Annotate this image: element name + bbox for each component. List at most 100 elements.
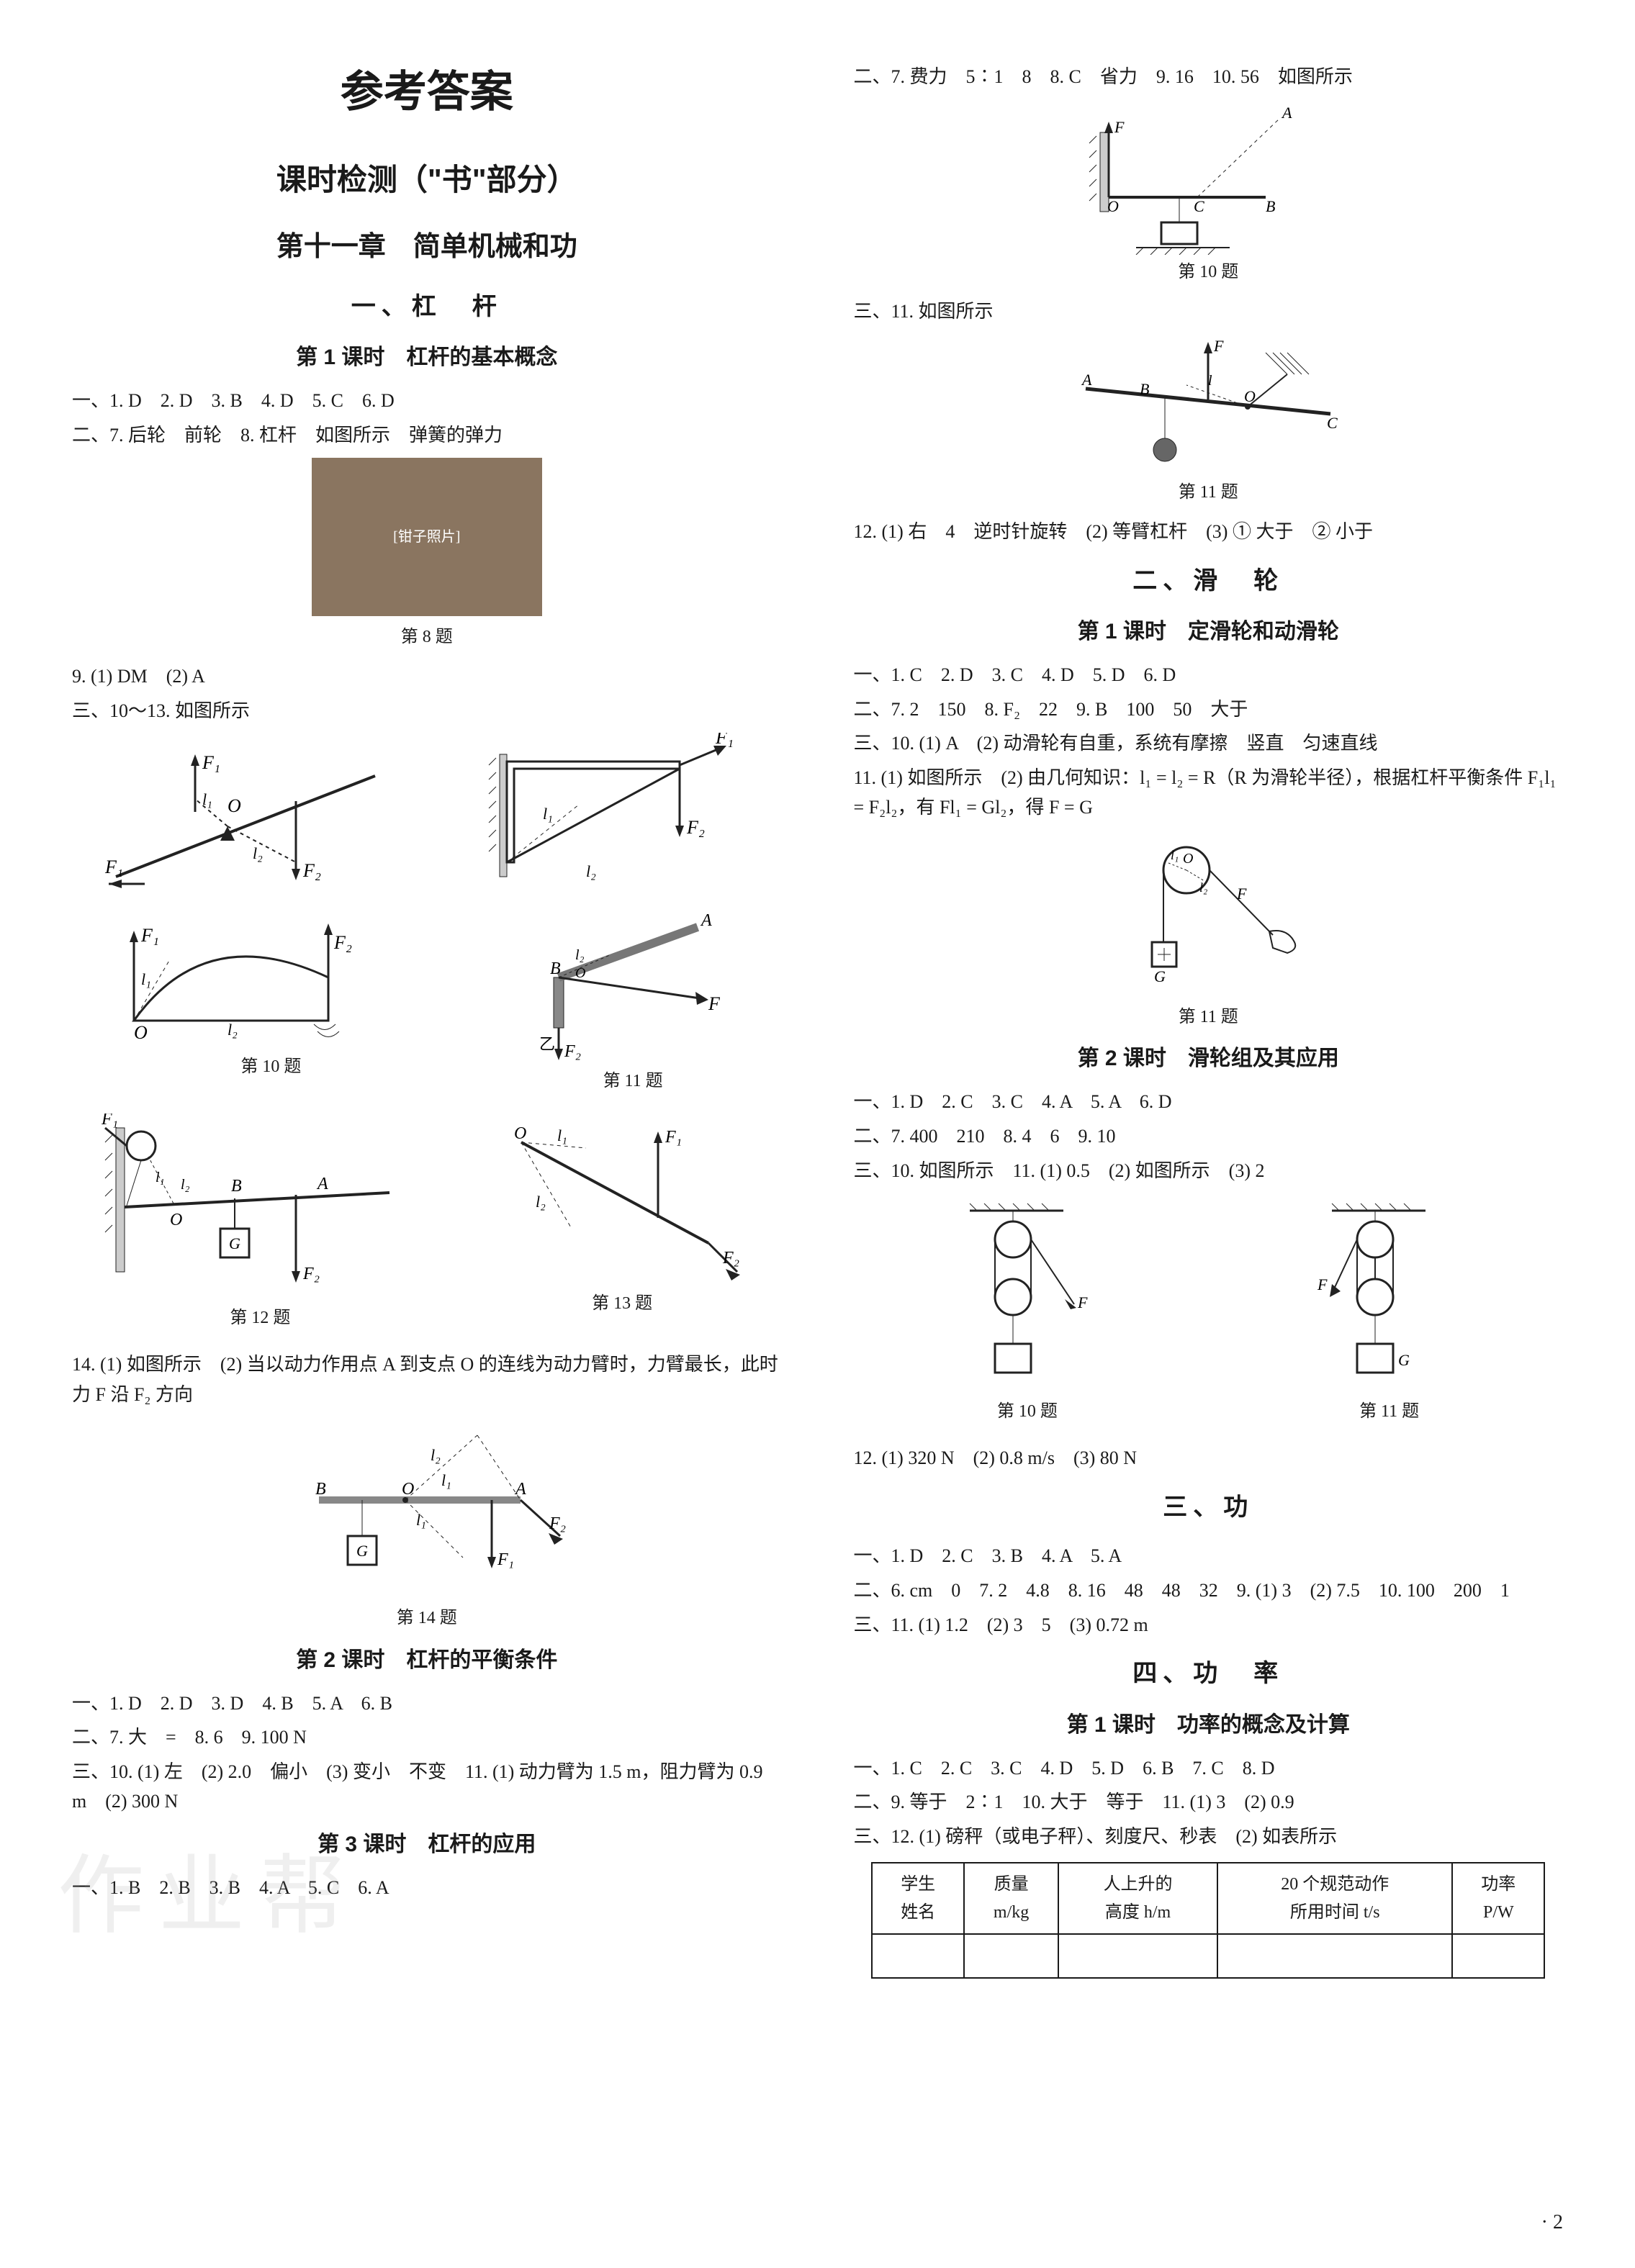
svg-text:l₁: l₁ — [1171, 848, 1179, 862]
svg-text:O: O — [1107, 197, 1119, 215]
answer-line: 一、1. C 2. D 3. C 4. D 5. D 6. D — [854, 660, 1564, 690]
svg-text:C: C — [1194, 197, 1204, 215]
figure-10-caption: 第 10 题 — [112, 1053, 429, 1080]
answer-line: 一、1. D 2. C 3. B 4. A 5. A — [854, 1541, 1564, 1571]
lesson-2-title: 第 2 课时 杠杆的平衡条件 — [72, 1643, 782, 1678]
lesson-1-title: 第 1 课时 杠杆的基本概念 — [72, 340, 782, 375]
svg-text:l₂: l₂ — [181, 1177, 190, 1193]
svg-text:B: B — [550, 959, 561, 978]
svg-text:l₂: l₂ — [536, 1193, 546, 1211]
topic-4-title: 四、功 率 — [854, 1654, 1564, 1693]
svg-text:O: O — [228, 795, 241, 816]
svg-text:F₁: F₁ — [140, 925, 159, 946]
svg-text:B: B — [231, 1177, 242, 1196]
figure-11d-caption: 第 11 题 — [1303, 1398, 1476, 1425]
svg-text:F₁: F₁ — [102, 1113, 118, 1129]
svg-text:F₂: F₂ — [302, 860, 321, 881]
svg-text:A: A — [316, 1175, 328, 1193]
svg-text:l₂: l₂ — [575, 947, 585, 963]
figure-8-photo: [钳子照片] — [312, 458, 542, 616]
answer-line: 一、1. D 2. D 3. D 4. B 5. A 6. B — [72, 1689, 782, 1719]
answer-line: 一、1. D 2. C 3. C 4. A 5. A 6. D — [854, 1087, 1564, 1117]
svg-text:O: O — [134, 1022, 148, 1043]
svg-text:l₂: l₂ — [431, 1446, 441, 1464]
svg-text:A: A — [1081, 371, 1092, 389]
svg-text:F₂: F₂ — [722, 1249, 739, 1268]
answer-line: 三、12. (1) 磅秤（或电子秤）、刻度尺、秒表 (2) 如表所示 — [854, 1822, 1564, 1852]
table-header: 人上升的高度 h/m — [1058, 1863, 1217, 1934]
svg-text:l₂: l₂ — [586, 862, 596, 880]
topic-1-title: 一、杠 杆 — [72, 287, 782, 326]
figure-14-caption: 第 14 题 — [72, 1604, 782, 1632]
answer-line: 三、11. 如图所示 — [854, 297, 1564, 327]
figure-12-caption: 第 12 题 — [102, 1304, 418, 1332]
svg-text:l₂: l₂ — [228, 1021, 238, 1039]
svg-text:F: F — [1236, 885, 1247, 903]
lesson-2b-title: 第 2 课时 滑轮组及其应用 — [854, 1042, 1564, 1076]
svg-text:A: A — [514, 1480, 526, 1499]
lesson-1d-title: 第 1 课时 功率的概念及计算 — [854, 1708, 1564, 1743]
power-table: 学生姓名 质量m/kg 人上升的高度 h/m 20 个规范动作所用时间 t/s … — [871, 1862, 1545, 1978]
svg-text:B: B — [1266, 197, 1275, 215]
answer-line: 二、6. cm 0 7. 2 4.8 8. 16 48 48 32 9. (1)… — [854, 1576, 1564, 1606]
lesson-1b-title: 第 1 课时 定滑轮和动滑轮 — [854, 615, 1564, 649]
svg-text:F: F — [1077, 1293, 1088, 1311]
left-column: 参考答案 课时检测（"书"部分） 第十一章 简单机械和功 一、杠 杆 第 1 课… — [72, 58, 803, 1989]
answer-line: 一、1. C 2. C 3. C 4. D 5. D 6. B 7. C 8. … — [854, 1753, 1564, 1784]
table-header: 学生姓名 — [872, 1863, 964, 1934]
svg-text:F₂: F₂ — [333, 932, 352, 953]
answer-line: 三、10～13. 如图所示 — [72, 696, 782, 726]
svg-text:F₁: F₁ — [104, 857, 123, 877]
lever-diagram: O F₁ F₂ l₁ l₂ 第 10 题 — [112, 905, 429, 1106]
figure-11b-caption: 第 11 题 — [854, 479, 1564, 506]
svg-text:F: F — [1114, 118, 1125, 136]
answer-line: 三、10. 如图所示 11. (1) 0.5 (2) 如图所示 (3) 2 — [854, 1156, 1564, 1186]
diagram-row: O A B G F₂ F₁ l₁ l₂ 第 12 题 — [72, 1113, 782, 1342]
svg-text:F₂: F₂ — [686, 817, 705, 838]
lever-diagram: O F₁ F₂ l₂ l₁ 第 13 题 — [492, 1113, 752, 1342]
lever-diagram: O A B G F₂ F₁ l₁ l₂ 第 12 题 — [102, 1113, 418, 1342]
svg-text:l₂: l₂ — [1199, 880, 1207, 895]
svg-text:F₂: F₂ — [549, 1514, 566, 1533]
lever-diagram: F A B l₂ O F₂ 乙 第 11 题 — [525, 905, 741, 1106]
svg-text:F: F — [708, 993, 721, 1014]
pulley-group-diagram: F G 第 11 题 — [1303, 1193, 1476, 1436]
answer-line: 三、11. (1) 1.2 (2) 3 5 (3) 0.72 m — [854, 1610, 1564, 1640]
answer-line: 二、9. 等于 2∶1 10. 大于 等于 11. (1) 3 (2) 0.9 — [854, 1787, 1564, 1817]
answer-line: 二、7. 2 150 8. F₂ 22 9. B 100 50 大于 — [854, 695, 1564, 725]
lever-diagram-wall: O C B A F 第 10 题 — [854, 96, 1564, 286]
answer-line: 三、10. (1) A (2) 动滑轮有自重，系统有摩擦 竖直 匀速直线 — [854, 728, 1564, 759]
svg-text:l₁: l₁ — [202, 790, 212, 808]
answer-line: 二、7. 大 = 8. 6 9. 100 N — [72, 1722, 782, 1753]
svg-text:F₂: F₂ — [302, 1265, 320, 1283]
figure-10b-caption: 第 10 题 — [854, 258, 1564, 286]
svg-text:l₁: l₁ — [557, 1126, 567, 1144]
svg-text:C: C — [1327, 414, 1338, 432]
figure-10c-caption: 第 10 题 — [941, 1398, 1114, 1425]
answer-line: 14. (1) 如图所示 (2) 当以动力作用点 A 到支点 O 的连线为动力臂… — [72, 1350, 782, 1409]
svg-text:A: A — [1281, 104, 1292, 122]
svg-text:F₂: F₂ — [564, 1042, 581, 1061]
answer-line: 12. (1) 右 4 逆时针旋转 (2) 等臂杠杆 (3) ① 大于 ② 小于 — [854, 517, 1564, 547]
svg-text:G: G — [356, 1542, 368, 1560]
svg-text:l₂: l₂ — [253, 844, 263, 862]
topic-2-title: 二、滑 轮 — [854, 561, 1564, 600]
table-header: 质量m/kg — [964, 1863, 1058, 1934]
svg-text:G: G — [1398, 1351, 1410, 1369]
answer-line: 二、7. 费力 5∶1 8 8. C 省力 9. 16 10. 56 如图所示 — [854, 62, 1564, 92]
svg-text:l₁: l₁ — [543, 805, 553, 823]
page-number: · 2 — [1541, 2207, 1563, 2239]
figure-8-caption: 第 8 题 — [72, 623, 782, 651]
answer-line: 一、1. B 2. B 3. B 4. A 5. C 6. A — [72, 1873, 782, 1903]
section-title: 课时检测（"书"部分） — [72, 155, 782, 204]
figure-11-caption: 第 11 题 — [525, 1067, 741, 1095]
svg-text:G: G — [1154, 967, 1166, 985]
svg-text:O: O — [170, 1211, 182, 1229]
topic-3-title: 三、功 — [854, 1488, 1564, 1527]
pulley-diagram-hand: G F O l₁ l₂ 第 11 题 — [854, 827, 1564, 1031]
answer-line: 9. (1) DM (2) A — [72, 661, 782, 692]
table-header-row: 学生姓名 质量m/kg 人上升的高度 h/m 20 个规范动作所用时间 t/s … — [872, 1863, 1544, 1934]
svg-text:F₁: F₁ — [202, 752, 220, 773]
svg-text:B: B — [315, 1480, 326, 1499]
svg-text:O: O — [1183, 851, 1193, 867]
